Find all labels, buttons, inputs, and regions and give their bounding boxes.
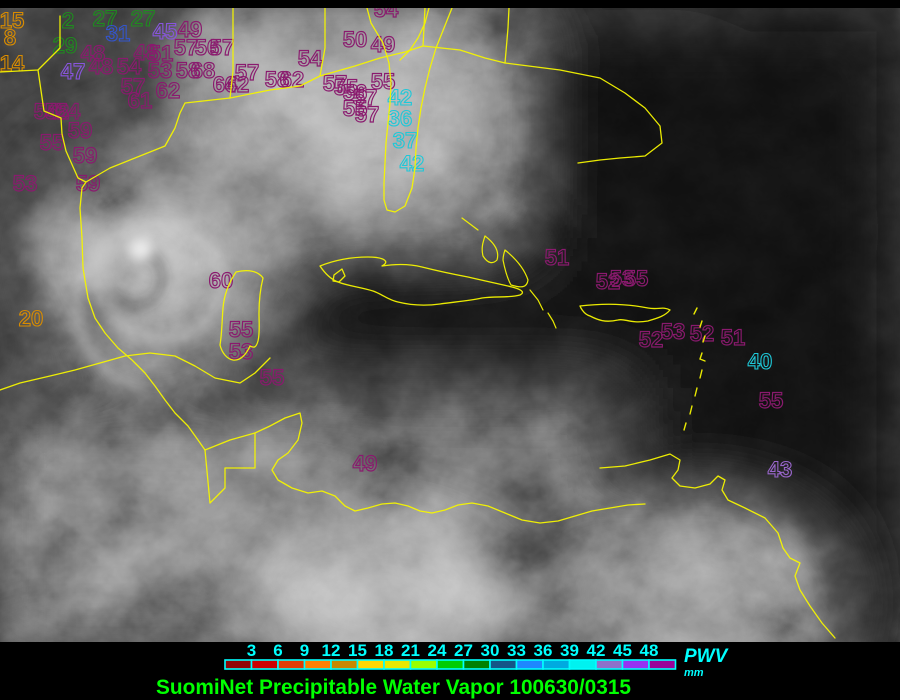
svg-text:12: 12 [322,642,341,660]
svg-text:3: 3 [247,642,256,660]
svg-text:24: 24 [428,642,447,660]
svg-text:27: 27 [454,642,473,660]
svg-text:45: 45 [613,642,632,660]
svg-text:39: 39 [560,642,579,660]
svg-text:36: 36 [534,642,553,660]
svg-text:21: 21 [401,642,420,660]
svg-text:mm: mm [684,667,704,679]
svg-text:PWV: PWV [684,646,729,667]
svg-text:18: 18 [375,642,394,660]
svg-text:9: 9 [300,642,309,660]
svg-text:42: 42 [587,642,606,660]
svg-text:30: 30 [481,642,500,660]
svg-text:SuomiNet Precipitable Water Va: SuomiNet Precipitable Water Vapor 100630… [156,676,631,699]
svg-text:48: 48 [640,642,659,660]
svg-text:33: 33 [507,642,526,660]
svg-text:6: 6 [273,642,282,660]
svg-text:15: 15 [348,642,367,660]
